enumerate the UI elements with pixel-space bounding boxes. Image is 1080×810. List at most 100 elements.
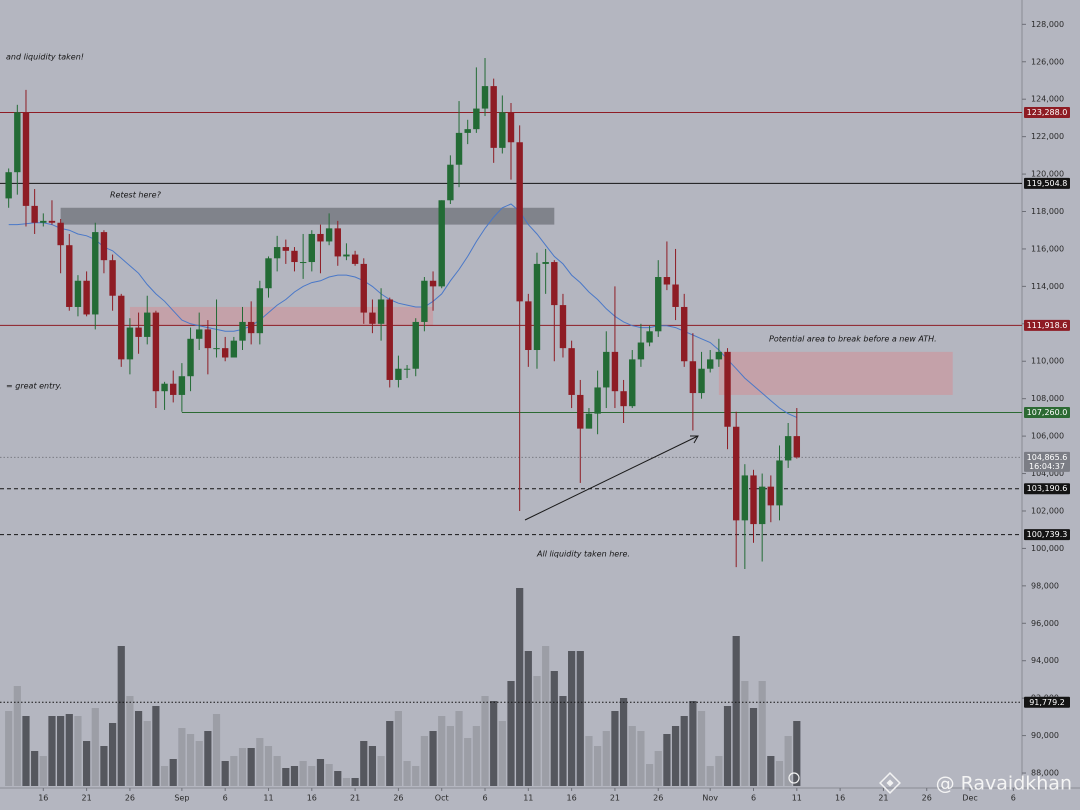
volume-bar (429, 731, 437, 786)
volume-bar (31, 751, 39, 786)
candle-body (239, 321, 246, 341)
volume-bar (5, 711, 13, 786)
candle-body (473, 108, 480, 130)
level-label-bg (1024, 107, 1070, 119)
volume-bar (308, 766, 316, 786)
candle-body (161, 383, 168, 392)
level-label-bg (1024, 319, 1070, 331)
candle-body (308, 233, 315, 263)
candle-body (213, 348, 220, 350)
candle-body (603, 351, 610, 388)
candle-body (594, 387, 601, 414)
volume-bar (152, 706, 160, 786)
logo-core (886, 779, 894, 787)
candle-body (14, 112, 21, 173)
level-label-bg (1024, 451, 1070, 472)
volume-bar (741, 681, 749, 786)
volume-bar (775, 761, 784, 786)
candle-body (732, 426, 740, 521)
volume-bar (325, 764, 333, 786)
watermark-text: @ Ravaidkhan (936, 773, 1072, 795)
x-tick-label: 11 (263, 794, 273, 803)
candle-body (334, 228, 341, 257)
x-tick-label: 16 (835, 794, 845, 803)
candle-body (655, 277, 662, 332)
volume-bar (594, 746, 602, 786)
candle-body (559, 305, 567, 349)
candle-body (187, 338, 194, 377)
volume-bar (143, 721, 151, 786)
volume-bar (516, 588, 524, 786)
volume-bar (134, 711, 143, 786)
volume-bar (65, 714, 73, 786)
candle-body (31, 205, 38, 223)
volume-bar (706, 766, 714, 786)
candle-body (299, 262, 307, 264)
volume-bar (524, 651, 532, 786)
annotation: All liquidity taken here. (536, 550, 630, 559)
zone (129, 306, 434, 326)
candle-body (776, 460, 783, 506)
volume-bar (542, 646, 550, 786)
volume-bar (715, 756, 723, 786)
y-tick-label: 108,000 (1031, 394, 1064, 403)
candle-body (629, 359, 636, 407)
level-label: 91,779.2 (1029, 698, 1065, 707)
candle-body (126, 327, 134, 360)
candle-body (144, 312, 151, 337)
volume-bar (360, 741, 368, 786)
volume-bar (498, 721, 506, 786)
volume-bar (273, 756, 281, 786)
candle-body (204, 329, 212, 349)
x-tick-label: 6 (751, 794, 756, 803)
y-tick-label: 94,000 (1031, 656, 1059, 665)
y-tick-label: 114,000 (1031, 282, 1064, 291)
volume-bar (671, 726, 680, 786)
candle-body (507, 112, 515, 143)
candle-body (481, 86, 489, 109)
y-tick-label: 116,000 (1031, 244, 1064, 253)
candle-body (351, 254, 359, 264)
candle-body (48, 220, 56, 223)
price-axis-background (1022, 0, 1080, 810)
volume-bar (490, 701, 498, 786)
volume-bar (602, 731, 610, 786)
volume-bar (195, 741, 203, 786)
candle-body (784, 436, 792, 461)
level-label: 119,504.8 (1027, 179, 1068, 188)
candle-body (681, 306, 688, 362)
x-tick-label: 16 (567, 794, 577, 803)
candle-body (429, 280, 437, 287)
candle-body (247, 321, 255, 334)
levels (0, 112, 1022, 703)
volume-bar (585, 736, 593, 786)
candle-body (135, 327, 142, 337)
y-tick-label: 110,000 (1031, 357, 1064, 366)
candle-body (672, 284, 679, 307)
volume-bar (204, 731, 212, 786)
volume-bar (663, 734, 671, 786)
candle-body (74, 280, 82, 307)
moving-average (8, 203, 797, 418)
arrow-head (690, 435, 699, 444)
watermark: @ Ravaidkhan (788, 772, 1072, 795)
zones (60, 207, 953, 395)
candle-body (178, 376, 186, 395)
volume-bar (611, 711, 619, 786)
level-label: 104,865.6 (1027, 453, 1068, 462)
candle-body (447, 164, 454, 201)
volume-bar (732, 636, 740, 786)
x-tick-label: 26 (922, 794, 932, 803)
level-label-bg (1024, 696, 1070, 708)
candle-body (5, 172, 12, 199)
candle-body (577, 394, 584, 429)
volume (5, 588, 801, 786)
candle-body (317, 233, 324, 242)
volume-bar (749, 708, 758, 786)
level-label-bg (1024, 407, 1070, 419)
x-tick-label: Nov (702, 794, 718, 803)
y-tick-label: 100,000 (1031, 544, 1064, 553)
volume-bar (230, 756, 238, 786)
x-tick-label: Sep (174, 794, 189, 803)
level-label: 111,918.6 (1027, 321, 1068, 330)
